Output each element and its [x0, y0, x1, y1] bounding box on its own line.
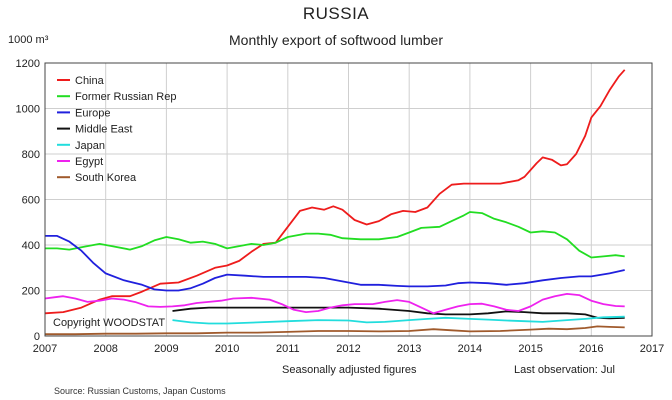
series-line-egypt [44, 293, 625, 315]
legend-label-former-russian-rep: Former Russian Rep [75, 91, 176, 103]
series-line-japan [172, 315, 625, 325]
x-tick-label: 2011 [276, 343, 300, 355]
plot-frame [44, 62, 653, 337]
source-note: Source: Russian Customs, Japan Customs [54, 386, 226, 396]
legend-label-china: China [75, 75, 105, 87]
seasonal-adjustment-note: Seasonally adjusted figures [282, 364, 417, 376]
x-tick-label: 2015 [518, 343, 542, 355]
x-tick-label: 2007 [33, 343, 57, 355]
series-line-middle-east [172, 306, 625, 320]
x-tick-label: 2017 [640, 343, 664, 355]
legend-label-south-korea: South Korea [75, 172, 137, 184]
series-line-china [44, 69, 626, 315]
y-tick-label: 0 [34, 331, 40, 343]
chart-title: RUSSIA [302, 4, 370, 23]
x-tick-label: 2010 [215, 343, 239, 355]
chart-subtitle: Monthly export of softwood lumber [229, 32, 443, 48]
series-line-europe [45, 235, 625, 292]
legend-label-egypt: Egypt [75, 156, 103, 168]
y-tick-label: 400 [22, 240, 40, 252]
series-line-former-russian-rep [45, 211, 625, 259]
x-tick-label: 2009 [154, 343, 178, 355]
y-tick-label: 1000 [16, 104, 40, 116]
x-tick-label: 2012 [336, 343, 360, 355]
y-tick-label: 200 [22, 286, 40, 298]
legend-label-middle-east: Middle East [75, 124, 132, 136]
copyright-label: Copyright WOODSTAT [53, 317, 165, 329]
y-axis-unit-label: 1000 m³ [8, 34, 49, 46]
axis-ticks: 2007 2008 2009 2010 2011 2012 2013 2014 2015 2016… [16, 58, 665, 355]
legend-label-europe: Europe [75, 107, 110, 119]
x-tick-label: 2013 [397, 343, 421, 355]
x-tick-label: 2016 [579, 343, 603, 355]
x-tick-label: 2014 [458, 343, 482, 355]
legend: China Former Russian Rep Europe Middle East… [57, 75, 176, 184]
legend-label-japan: Japan [75, 140, 105, 152]
series-line-south-korea [45, 325, 625, 336]
y-tick-label: 600 [22, 195, 40, 207]
x-tick-label: 2008 [93, 343, 117, 355]
y-tick-label: 1200 [16, 58, 40, 70]
last-observation-note: Last observation: Jul [514, 364, 615, 376]
series-lines [44, 69, 626, 336]
y-tick-label: 800 [22, 149, 40, 161]
